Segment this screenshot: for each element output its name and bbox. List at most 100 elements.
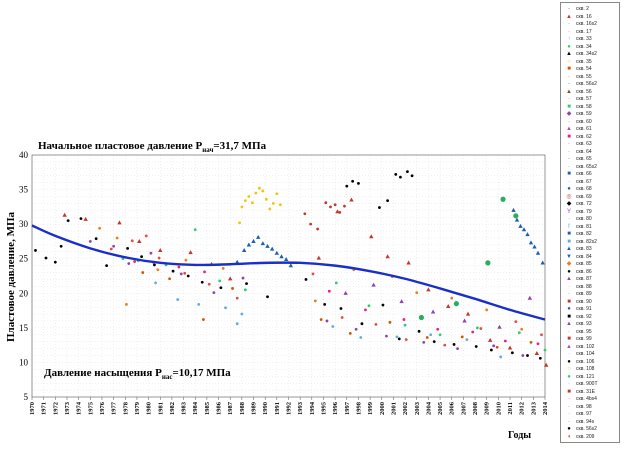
legend-label: скв. 16s2 — [576, 21, 597, 27]
data-point — [450, 296, 454, 300]
data-point — [333, 203, 337, 207]
x-tick-label: 1974 — [76, 401, 83, 415]
legend-marker: ■ — [567, 66, 571, 72]
legend-label: скв. 106 — [576, 358, 595, 365]
legend-marker: ▲ — [566, 88, 572, 95]
data-point — [340, 316, 344, 319]
legend-label: скв. 93 — [576, 321, 592, 327]
data-point — [499, 355, 503, 359]
data-point — [257, 186, 261, 190]
data-point — [511, 207, 516, 212]
data-point — [456, 347, 459, 350]
legend-item: ■ скв. 66 — [564, 171, 592, 178]
legend-label: скв. 33 — [576, 36, 592, 42]
legend-label: скв. 102 — [576, 343, 595, 350]
data-point — [430, 309, 436, 314]
data-point — [171, 269, 175, 273]
data-point — [394, 172, 398, 176]
data-point — [479, 327, 483, 330]
legend-marker: ◆ — [566, 261, 572, 267]
legend-label: скв. 67 — [576, 178, 592, 185]
data-point — [460, 335, 464, 339]
x-tick-label: 1994 — [309, 401, 316, 415]
data-point — [520, 327, 524, 331]
x-tick-label: 2009 — [484, 401, 491, 415]
data-point — [240, 205, 244, 209]
x-tick-label: 1977 — [111, 401, 118, 415]
x-tick-label: 2001 — [390, 402, 397, 415]
data-point — [241, 276, 245, 280]
legend-item: ● скв. 68 — [564, 186, 592, 193]
legend-label: скв. 89 — [576, 291, 592, 297]
data-point — [168, 277, 171, 281]
x-tick-label: 1971 — [41, 402, 48, 415]
data-point — [543, 362, 549, 367]
data-point — [153, 263, 156, 267]
legend-label: скв. 86 — [576, 268, 592, 275]
legend-item: · скв. 57 — [564, 96, 592, 103]
legend-marker: ◎ — [566, 193, 572, 200]
legend-item: ▼ скв. 84 — [564, 254, 592, 261]
data-point — [137, 239, 142, 244]
legend-label: скв. 72 — [576, 201, 592, 207]
scatter-points — [34, 170, 549, 367]
legend-item: · скв. 60 — [564, 119, 592, 126]
legend-label: скв. 97 — [576, 411, 592, 417]
legend-label: скв. 92 — [576, 313, 592, 320]
data-point — [410, 174, 414, 178]
legend-marker: ↑ — [567, 36, 571, 42]
data-point — [385, 334, 388, 338]
data-point — [452, 343, 456, 346]
data-point — [279, 254, 284, 259]
legend-label: скв. 108 — [576, 366, 595, 372]
data-point — [517, 331, 521, 335]
legend-label: скв. 34 — [576, 43, 592, 50]
data-point — [429, 333, 433, 337]
data-point — [514, 217, 520, 222]
data-point — [203, 270, 206, 274]
y-tick-label: 20 — [19, 288, 29, 298]
data-point — [489, 348, 493, 352]
data-point — [492, 344, 496, 348]
x-tick-label: 1982 — [169, 402, 176, 415]
y-tick-label: 40 — [19, 150, 29, 160]
legend-marker: · — [568, 381, 570, 387]
x-axis-label: Годы — [508, 430, 531, 441]
legend-item: ▲ скв. 61 — [564, 126, 592, 133]
data-point — [338, 210, 342, 214]
data-point — [207, 282, 211, 286]
data-point — [260, 241, 266, 246]
x-tick-label: 1987 — [227, 401, 234, 415]
legend-marker: Y — [566, 208, 571, 215]
legend-marker: ● — [567, 186, 571, 192]
data-point — [201, 318, 205, 321]
legend-item: ■ скв. 99 — [564, 336, 592, 343]
legend-marker: ■ — [567, 313, 571, 320]
legend-marker: ● — [567, 358, 571, 365]
data-point — [304, 278, 308, 281]
data-point — [518, 223, 523, 228]
data-point — [250, 201, 254, 205]
data-point — [331, 325, 335, 328]
data-point — [415, 291, 419, 294]
legend-item: ▲ скв. 93 — [564, 321, 592, 328]
legend-marker: ◖ — [567, 433, 571, 440]
legend-marker: ■ — [567, 298, 571, 305]
x-tick-label: 2000 — [379, 402, 386, 415]
data-point — [197, 302, 201, 306]
data-point — [540, 260, 545, 265]
legend-item: f скв. 81 — [564, 224, 592, 231]
legend-item: · скв. 56s2 — [564, 81, 597, 88]
legend-marker: ■ — [567, 171, 571, 177]
legend-item: · скв. 89 — [564, 291, 592, 298]
data-point — [397, 337, 401, 341]
legend-label: скв. 2 — [576, 6, 589, 12]
legend-label: скв. 68 — [576, 186, 592, 192]
legend-item: ◆ скв. 59 — [564, 111, 592, 118]
legend-marker: · — [568, 118, 570, 125]
data-point — [521, 227, 527, 232]
data-point — [241, 248, 247, 253]
legend-label: скв. 56s2 — [576, 81, 597, 87]
data-point — [66, 219, 70, 223]
data-point — [432, 340, 436, 344]
